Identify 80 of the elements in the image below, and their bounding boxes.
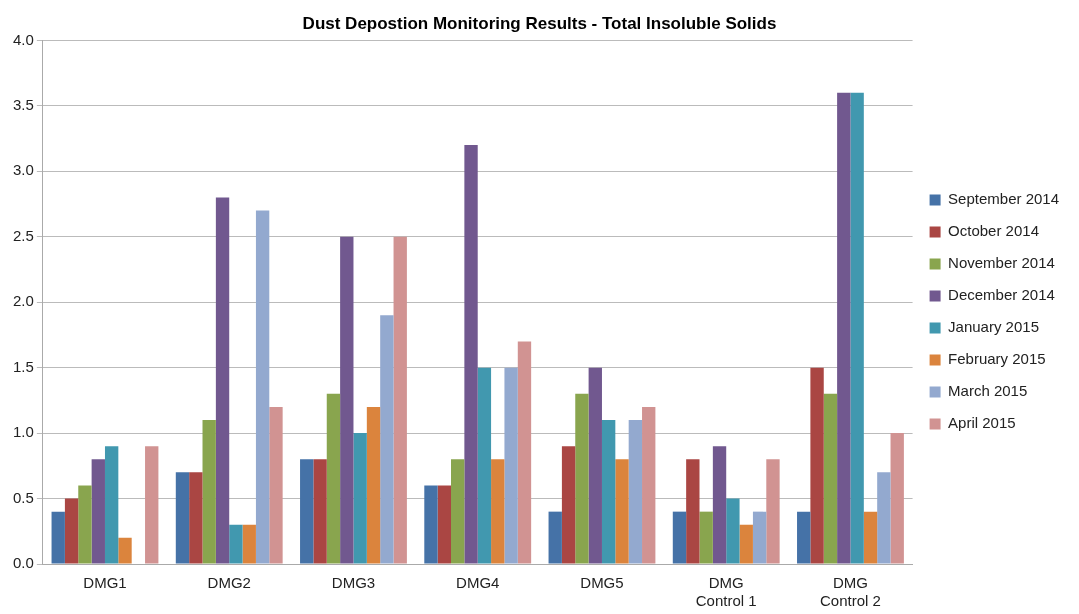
y-tick-label: 2.5 [12, 226, 34, 244]
y-tick-label: 1.0 [12, 423, 34, 441]
bar [766, 459, 780, 564]
bar [340, 236, 354, 564]
bar [64, 498, 79, 564]
legend-label: January 2015 [948, 318, 1039, 336]
bar [255, 210, 270, 564]
bar [78, 485, 92, 564]
bar [797, 511, 811, 564]
chart-title: Dust Depostion Monitoring Results - Total Insoluble Solids [302, 13, 777, 33]
legend-label: February 2015 [948, 350, 1046, 368]
bar [189, 472, 203, 564]
bar [712, 446, 727, 564]
bar [672, 511, 687, 564]
bar [215, 197, 230, 564]
legend-label: September 2014 [948, 190, 1060, 208]
bar [437, 485, 452, 564]
y-tick-label: 4.0 [12, 30, 34, 48]
bar [517, 341, 532, 564]
bar [890, 433, 904, 564]
bar [424, 485, 438, 564]
x-tick-label: DMG5 [580, 574, 624, 592]
bar [863, 511, 878, 564]
bar [300, 459, 314, 564]
legend-label: October 2014 [948, 222, 1039, 240]
y-tick-label: 3.0 [12, 161, 34, 179]
bar [628, 420, 643, 564]
x-tick-label: DMG2 [207, 574, 251, 592]
bar [588, 367, 602, 564]
bar [477, 367, 492, 564]
y-tick-label: 2.0 [12, 292, 34, 310]
bar [739, 524, 753, 564]
y-tick-label: 0.5 [12, 488, 34, 506]
bar [229, 524, 243, 564]
bar [601, 420, 616, 564]
bar [393, 236, 407, 564]
x-tick-label: DMG1 [83, 574, 127, 592]
bar [242, 524, 256, 564]
bar [366, 406, 381, 564]
bar [491, 459, 505, 564]
bar [51, 511, 65, 564]
bar [104, 446, 119, 564]
legend-label: April 2015 [948, 414, 1016, 432]
bar [810, 367, 824, 564]
x-tick-label: DMG4 [456, 574, 500, 592]
bar [380, 315, 394, 564]
x-tick-label: DMG Control 2 [820, 574, 881, 610]
bar [91, 459, 105, 564]
x-tick-label: DMG Control 1 [695, 574, 757, 610]
bar [837, 92, 851, 564]
bar [686, 459, 700, 564]
bar [615, 459, 629, 564]
bar [326, 393, 341, 564]
bar [504, 367, 518, 564]
bar [118, 537, 132, 564]
x-tick-label: DMG3 [331, 574, 376, 592]
bar [175, 472, 190, 564]
bar [752, 511, 767, 564]
bar [699, 511, 713, 564]
bar [642, 406, 656, 564]
bar [877, 472, 891, 564]
bar [464, 145, 478, 564]
bar [145, 446, 159, 564]
y-tick-label: 1.5 [12, 357, 34, 375]
bar [726, 498, 740, 564]
bar [202, 420, 216, 564]
bar [575, 393, 589, 564]
legend-label: March 2015 [948, 382, 1028, 400]
legend-label: November 2014 [948, 254, 1055, 272]
bar [353, 433, 367, 564]
bar [561, 446, 576, 564]
bar [451, 459, 465, 564]
y-tick-label: 0.0 [12, 554, 34, 572]
y-tick-label: 3.5 [12, 95, 34, 113]
bar [850, 92, 864, 564]
bar [823, 393, 838, 564]
bar [548, 511, 562, 564]
legend-label: December 2014 [948, 286, 1055, 304]
bar [269, 406, 283, 564]
bar [313, 459, 327, 564]
